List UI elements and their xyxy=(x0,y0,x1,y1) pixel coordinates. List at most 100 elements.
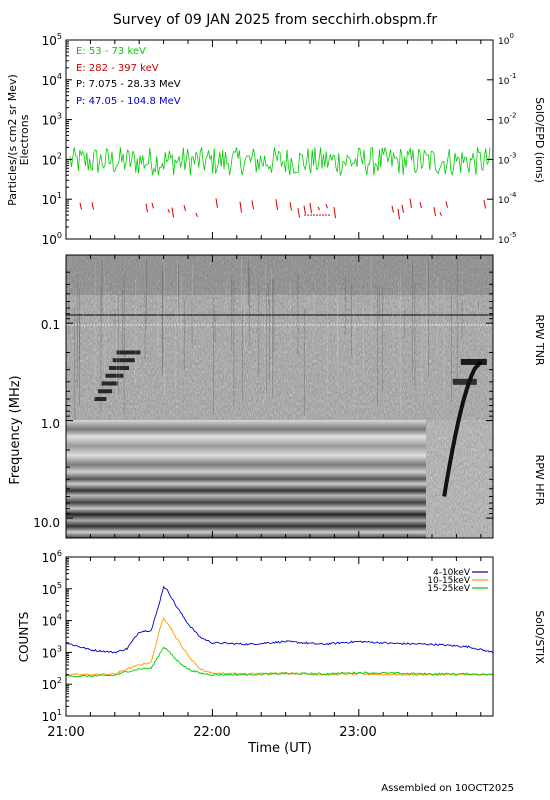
legend-entry-4-10kev: 4-10keV xyxy=(433,568,471,578)
legend-entry-p-7-28: P: 7.075 - 28.33 MeV xyxy=(76,79,181,90)
epd-ytick-label: 101 xyxy=(42,191,62,207)
stix-ylabel: COUNTS xyxy=(17,612,31,663)
burst-2-head xyxy=(460,358,487,365)
series-mark-e-282-397 xyxy=(195,212,198,218)
legend-entry-15-25kev: 15-25keV xyxy=(427,584,471,594)
x-tick-label-23: 23:00 xyxy=(339,725,376,740)
stix-right-label: SolO/STIX xyxy=(533,610,546,664)
radio-burst-2 xyxy=(442,358,487,497)
series-mark-e-282-397 xyxy=(439,212,442,216)
series-mark-e-282-397 xyxy=(325,204,328,209)
rpw-ytick-1-0: 1.0 xyxy=(41,417,60,431)
x-axis: 21:00 22:00 23:00 Time (UT) xyxy=(47,725,376,756)
x-axis-label: Time (UT) xyxy=(247,741,312,756)
series-mark-e-282-397 xyxy=(401,204,404,213)
figure-title: Survey of 09 JAN 2025 from secchirh.obsp… xyxy=(113,12,437,28)
burst-1-segment xyxy=(109,365,130,370)
stix-plot-frame xyxy=(65,556,494,717)
epd-ytick-label: 104 xyxy=(42,72,62,88)
epd-ytick-label: 102 xyxy=(42,151,62,167)
burst-1-segment xyxy=(105,373,124,378)
hfr-background xyxy=(66,420,426,538)
series-line-e-282-397 xyxy=(79,198,486,220)
epd-ylabel-electrons: Electrons xyxy=(18,114,31,165)
epd-right-tick-label: 10-5 xyxy=(498,231,516,246)
series-mark-e-282-397 xyxy=(419,201,422,209)
x-tick-label-21: 21:00 xyxy=(47,725,84,740)
series-mark-e-282-397 xyxy=(91,202,94,210)
legend-entry-e-282-397: E: 282 - 397 keV xyxy=(76,63,159,74)
stix-ytick-label: 106 xyxy=(42,549,62,565)
stix-series-4-10kev xyxy=(66,585,493,654)
series-mark-e-282-397 xyxy=(151,202,154,209)
series-mark-e-282-397 xyxy=(79,202,82,210)
epd-right-tick-label: 100 xyxy=(498,32,514,47)
series-mark-e-282-397 xyxy=(183,205,186,212)
series-mark-e-282-397 xyxy=(289,202,292,211)
burst-1-segment xyxy=(116,350,141,355)
epd-right-tick-label: 10-2 xyxy=(498,112,516,127)
burst-1-segment xyxy=(112,358,135,363)
series-mark-e-282-397 xyxy=(317,206,320,211)
hfr-burst-grain xyxy=(426,420,493,538)
epd-right-label: SolO/EPD (ions) xyxy=(533,97,546,183)
stix-series-10-15kev xyxy=(66,616,493,677)
burst-1-segment xyxy=(94,396,107,401)
burst-1-segment xyxy=(101,381,118,386)
legend-entry-e-53-73: E: 53 - 73 keV xyxy=(76,46,146,57)
stix-ytick-label: 101 xyxy=(42,708,62,724)
tnr-dark-top xyxy=(66,255,493,295)
epd-ytick-label: 105 xyxy=(42,32,62,48)
stix-ytick-label: 104 xyxy=(42,613,62,629)
legend-entry-10-15kev: 10-15keV xyxy=(427,576,471,586)
series-mark-e-282-397 xyxy=(309,202,312,214)
series-line-e-53-73 xyxy=(69,146,491,177)
series-mark-e-282-397 xyxy=(303,205,306,215)
epd-panel: 100 101 102 103 104 105 10-5 10-4 10-3 10-2 10-1 10… xyxy=(6,32,546,247)
series-mark-e-282-397 xyxy=(171,207,174,218)
epd-plot-frame xyxy=(65,39,494,240)
radio-burst-1 xyxy=(94,350,141,401)
stix-ytick-label: 102 xyxy=(42,676,62,692)
epd-ytick-label: 100 xyxy=(42,231,62,247)
epd-right-tick-label: 10-4 xyxy=(498,191,517,206)
rpw-plot-frame xyxy=(65,254,494,539)
rpw-right-label-tnr: RPW TNR xyxy=(533,314,546,366)
epd-right-tick-label: 10-1 xyxy=(498,72,516,87)
stix-ytick-label: 105 xyxy=(42,581,62,597)
series-mark-e-282-397 xyxy=(251,200,254,210)
series-mark-e-282-397 xyxy=(391,205,394,213)
series-mark-e-282-397 xyxy=(145,203,148,213)
burst-2-head xyxy=(452,378,477,385)
epd-ytick-label: 103 xyxy=(42,112,62,128)
series-mark-e-282-397 xyxy=(239,201,242,213)
series-mark-e-282-397 xyxy=(445,201,448,208)
series-mark-e-282-397 xyxy=(215,198,218,209)
epd-ylabel: Particles/(s cm2 sr Mev) xyxy=(6,74,19,206)
series-mark-e-282-397 xyxy=(275,199,278,211)
rpw-right-label-hfr: RPW HFR xyxy=(533,455,546,506)
rpw-ytick-0-1: 0.1 xyxy=(41,318,60,332)
series-mark-e-282-397 xyxy=(333,207,336,219)
stix-legend: 4-10keV 10-15keV 15-25keV xyxy=(427,568,488,594)
stix-panel: 101 102 103 104 105 106 4-10keV 10-15keV 15-2… xyxy=(17,549,546,724)
rpw-panel: 0.1 1.0 10.0 Frequency (MHz) RPW TNR RPW… xyxy=(8,254,546,539)
tnr-grain xyxy=(66,255,493,420)
footer-assembled: Assembled on 10OCT2025 xyxy=(381,783,514,794)
x-tick-label-22: 22:00 xyxy=(193,725,230,740)
burst-1-segment xyxy=(98,389,113,394)
series-mark-e-282-397 xyxy=(397,208,400,220)
stix-ytick-label: 103 xyxy=(42,644,62,660)
series-mark-e-282-397 xyxy=(433,207,436,217)
series-mark-e-282-397 xyxy=(167,209,170,213)
series-mark-e-282-397 xyxy=(297,208,300,218)
stix-series-15-25kev xyxy=(66,646,493,678)
epd-right-tick-label: 10-3 xyxy=(498,151,516,166)
series-mark-e-282-397 xyxy=(409,198,412,208)
rpw-ylabel: Frequency (MHz) xyxy=(8,375,23,484)
legend-entry-p-47-104: P: 47.05 - 104.8 MeV xyxy=(76,96,181,107)
series-mark-e-282-397 xyxy=(483,200,486,209)
epd-legend: E: 53 - 73 keV E: 282 - 397 keV P: 7.075… xyxy=(76,46,181,107)
rpw-ytick-10-0: 10.0 xyxy=(33,516,60,530)
